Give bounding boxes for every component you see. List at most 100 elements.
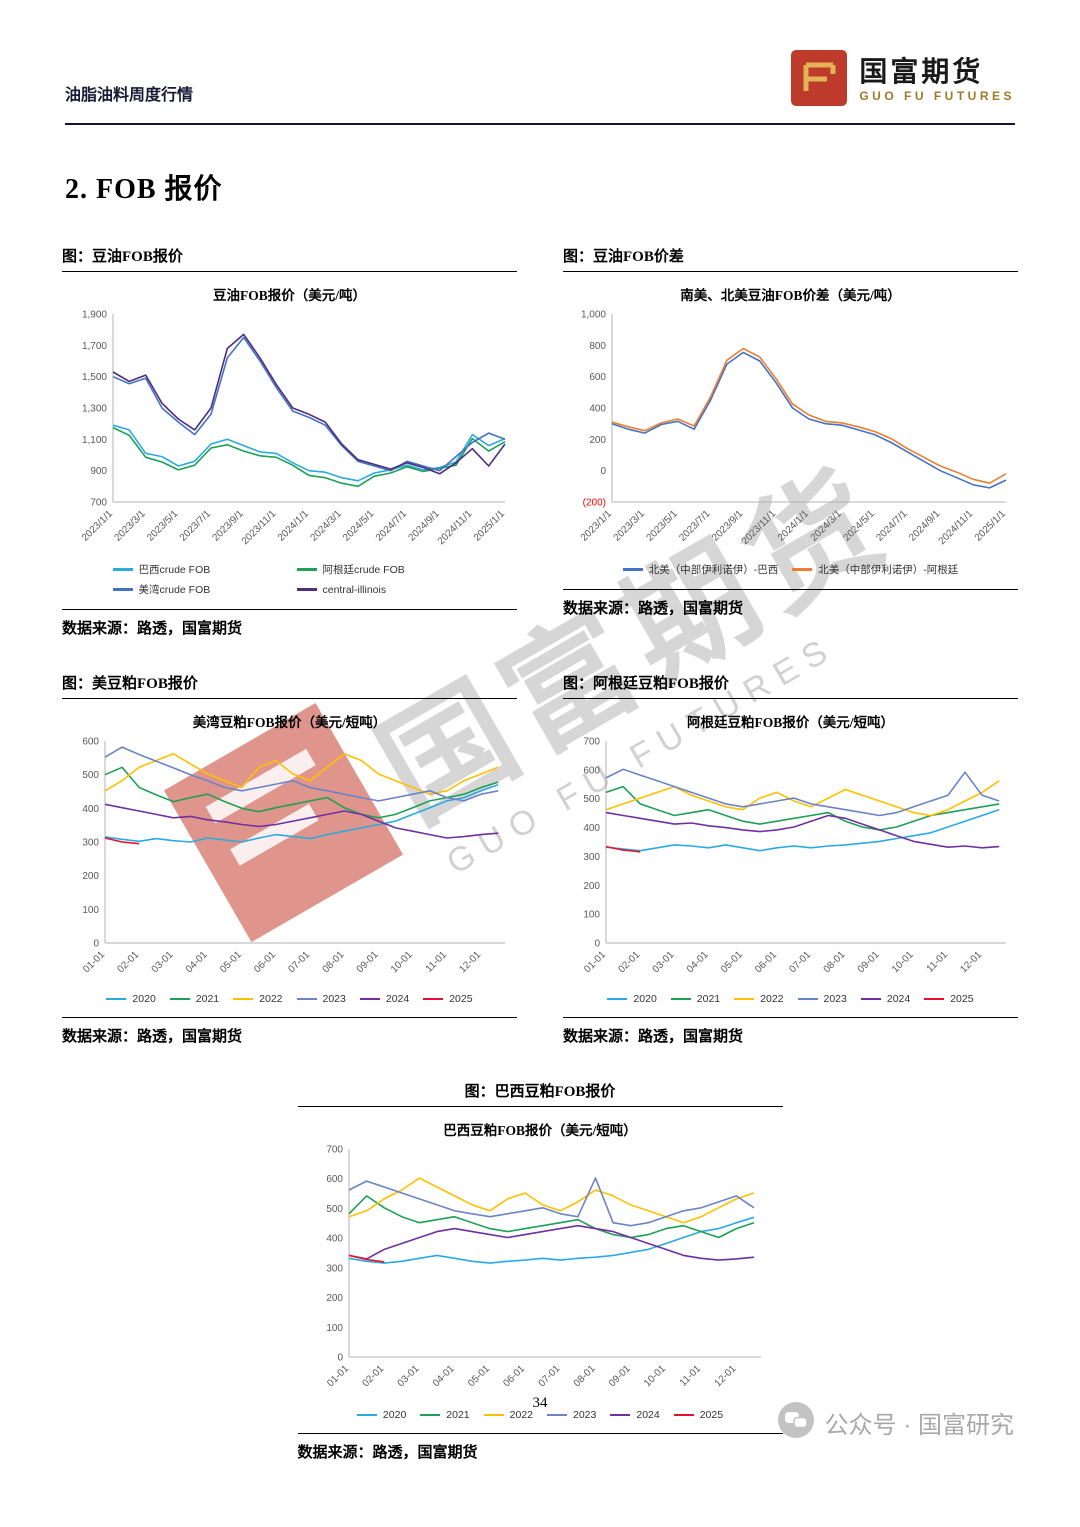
chart-title: 美湾豆粕FOB报价（美元/短吨） [192, 715, 387, 730]
header-divider [65, 123, 1015, 125]
legend-swatch [233, 997, 254, 1001]
chart-title: 豆油FOB报价（美元/吨） [212, 288, 366, 303]
chart-heading: 图：巴西豆粕FOB报价 [297, 1080, 783, 1107]
svg-text:100: 100 [326, 1323, 343, 1334]
svg-text:10-01: 10-01 [889, 949, 915, 975]
source-note: 数据来源：路透，国富期货 [62, 1017, 517, 1046]
svg-text:2023/7/1: 2023/7/1 [177, 508, 213, 544]
legend-swatch [797, 997, 818, 1001]
chart-block-soyoil-fob: 图：豆油FOB报价 豆油FOB报价（美元/吨） 700 900 1,100 1,300… [62, 245, 517, 638]
legend-swatch [673, 1413, 694, 1417]
chart-block-brazil-soymeal: 图：巴西豆粕FOB报价 巴西豆粕FOB报价（美元/短吨） 0 100 200 300 4… [297, 1080, 783, 1462]
legend-item: 2022 [483, 1409, 533, 1421]
svg-text:03-01: 03-01 [396, 1363, 422, 1389]
legend-label: 2025 [699, 1409, 724, 1421]
svg-text:2023/5/1: 2023/5/1 [145, 508, 181, 544]
svg-text:700: 700 [90, 498, 107, 509]
svg-text:08-01: 08-01 [320, 949, 346, 975]
legend-swatch [106, 997, 127, 1001]
svg-text:900: 900 [90, 466, 107, 477]
chart-canvas: (200)02004006008001,0002023/1/12023/3/12… [578, 310, 1008, 548]
legend-swatch [610, 1413, 631, 1417]
svg-text:2024/7/1: 2024/7/1 [373, 508, 409, 544]
legend-item: 2024 [610, 1409, 660, 1421]
svg-text:600: 600 [82, 737, 99, 748]
legend-label: 2022 [509, 1409, 533, 1421]
svg-text:600: 600 [589, 372, 606, 383]
chart-legend: 2020 2021 2022 2023 2024 2025 [62, 993, 517, 1005]
legend-label: 2025 [449, 993, 473, 1005]
svg-text:07-01: 07-01 [787, 949, 813, 975]
legend-swatch [296, 997, 317, 1001]
chart-title: 南美、北美豆油FOB价差（美元/吨） [680, 288, 901, 303]
svg-text:800: 800 [589, 341, 606, 352]
svg-text:100: 100 [583, 910, 600, 921]
legend-swatch [924, 997, 945, 1001]
legend-label: 2022 [259, 993, 283, 1005]
svg-text:300: 300 [326, 1263, 343, 1274]
chart-heading: 图：阿根廷豆粕FOB报价 [563, 672, 1018, 699]
svg-text:1,300: 1,300 [81, 404, 106, 415]
legend-item: 阿根廷crude FOB [296, 562, 467, 577]
svg-text:200: 200 [326, 1293, 343, 1304]
chart-legend: 2020 2021 2022 2023 2024 2025 [563, 993, 1018, 1005]
legend-label: 2023 [823, 993, 847, 1005]
svg-text:500: 500 [326, 1204, 343, 1215]
svg-text:10-01: 10-01 [388, 949, 414, 975]
svg-text:300: 300 [583, 852, 600, 863]
brand: 国富期货 GUO FU FUTURES [791, 50, 1015, 111]
svg-text:500: 500 [583, 794, 600, 805]
svg-text:2024/1/1: 2024/1/1 [275, 508, 311, 544]
svg-text:2024/11/1: 2024/11/1 [435, 508, 474, 547]
svg-text:200: 200 [583, 881, 600, 892]
chart-block-soyoil-spread: 图：豆油FOB价差 南美、北美豆油FOB价差（美元/吨） (200) 0 200 40… [563, 245, 1018, 638]
legend-item: 美湾crude FOB [112, 582, 283, 597]
svg-text:600: 600 [326, 1174, 343, 1185]
legend-swatch [296, 568, 317, 571]
svg-text:07-01: 07-01 [537, 1363, 563, 1389]
legend-label: central-illinois [322, 583, 387, 596]
chart-canvas: 0 100 200 300 400 500 600 700 01-01 02-01 03-01 04-… [325, 1145, 761, 1389]
svg-text:12-01: 12-01 [457, 949, 483, 975]
svg-text:2023/11/1: 2023/11/1 [739, 508, 778, 547]
legend-item: 2020 [607, 993, 657, 1005]
page-number: 34 [532, 1395, 548, 1411]
wechat-icon [777, 1401, 815, 1444]
svg-text:1,500: 1,500 [81, 372, 106, 383]
legend-item: 2021 [420, 1409, 470, 1421]
svg-text:06-01: 06-01 [252, 949, 278, 975]
svg-text:2023/1/1: 2023/1/1 [578, 508, 614, 544]
svg-text:200: 200 [82, 871, 99, 882]
svg-text:1,900: 1,900 [81, 310, 106, 321]
legend-item: 巴西crude FOB [112, 562, 283, 577]
legend-label: 2021 [446, 1409, 470, 1421]
svg-text:2024/7/1: 2024/7/1 [874, 508, 910, 544]
svg-text:12-01: 12-01 [713, 1363, 739, 1389]
svg-text:2023/1/1: 2023/1/1 [79, 508, 115, 544]
legend-label: 2020 [633, 993, 657, 1005]
legend-item: 2025 [924, 993, 974, 1005]
legend-swatch [622, 568, 643, 571]
legend-item: central-illinois [296, 583, 467, 596]
legend-label: 2021 [195, 993, 220, 1005]
svg-text:04-01: 04-01 [183, 949, 209, 975]
legend-swatch [112, 568, 133, 571]
svg-text:2024/1/1: 2024/1/1 [775, 508, 811, 544]
svg-text:0: 0 [93, 939, 99, 950]
legend-item: 2021 [670, 993, 720, 1005]
legend-swatch [356, 1413, 377, 1417]
svg-text:2024/5/1: 2024/5/1 [341, 508, 377, 544]
chart-canvas: 7009001,1001,3001,5001,7001,9002023/1/12… [79, 310, 507, 548]
report-page: 油脂油料周度行情 国富期货 GUO FU FUTURES 2. FOB 报价 图… [0, 0, 1080, 1462]
svg-text:0: 0 [600, 466, 606, 477]
legend-swatch [112, 588, 133, 591]
legend-item: 北美（中部伊利诺伊）-巴西 [622, 562, 778, 577]
page-header: 油脂油料周度行情 国富期货 GUO FU FUTURES [0, 0, 1080, 117]
legend-swatch [670, 997, 691, 1001]
svg-text:2024/3/1: 2024/3/1 [308, 508, 344, 544]
svg-text:0: 0 [337, 1353, 343, 1364]
svg-text:400: 400 [326, 1234, 343, 1245]
legend-swatch [547, 1413, 567, 1417]
svg-text:2024/11/1: 2024/11/1 [936, 508, 975, 547]
svg-text:03-01: 03-01 [650, 949, 676, 975]
